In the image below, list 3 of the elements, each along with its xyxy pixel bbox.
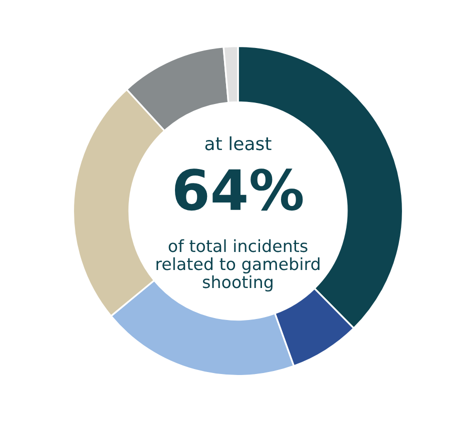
text: at least xyxy=(205,136,272,150)
text: 64% xyxy=(174,168,303,211)
text: of total incidents related to gamebird shooting xyxy=(156,239,320,292)
